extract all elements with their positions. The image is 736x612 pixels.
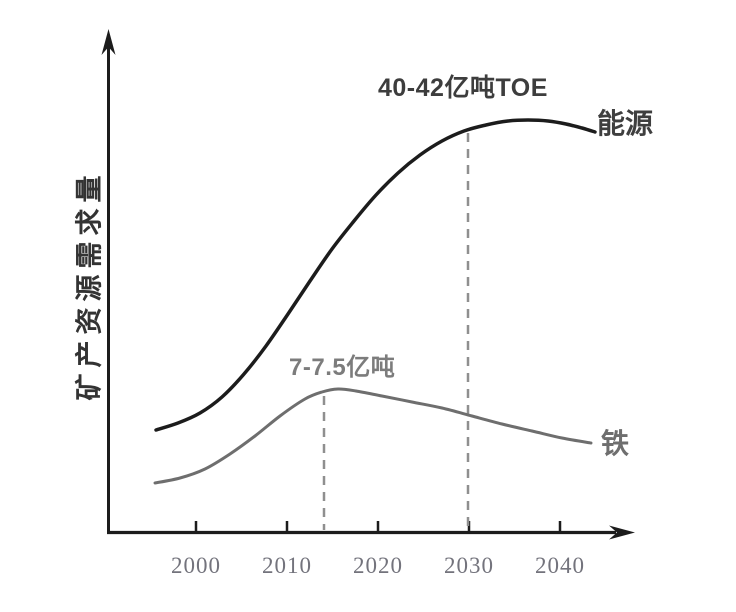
- iron-curve: [153, 387, 593, 485]
- y-axis-arrow-icon: [101, 29, 116, 55]
- x-tick-label-2040: 2040: [535, 553, 585, 578]
- x-axis-arrow-icon: [609, 525, 635, 540]
- x-tick-label-2010: 2010: [262, 553, 312, 578]
- dashed-guides: [322, 133, 470, 530]
- y-axis-label: 矿产资源需求量: [74, 169, 105, 401]
- energy-peak-annotation: 40-42亿吨TOE: [378, 74, 548, 102]
- energy-series-label: 能源: [597, 108, 654, 139]
- x-ticks: [194, 521, 562, 532]
- iron-peak-annotation: 7-7.5亿吨: [289, 354, 396, 381]
- x-tick-label-2020: 2020: [353, 553, 403, 578]
- x-axis: [107, 521, 635, 540]
- energy-curve: [154, 118, 597, 432]
- x-tick-label-2000: 2000: [171, 553, 221, 578]
- x-tick-label-2030: 2030: [444, 553, 494, 578]
- y-axis: [101, 29, 116, 534]
- iron-series-label: 铁: [601, 428, 630, 459]
